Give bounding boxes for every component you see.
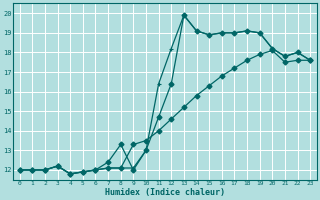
X-axis label: Humidex (Indice chaleur): Humidex (Indice chaleur) bbox=[105, 188, 225, 197]
